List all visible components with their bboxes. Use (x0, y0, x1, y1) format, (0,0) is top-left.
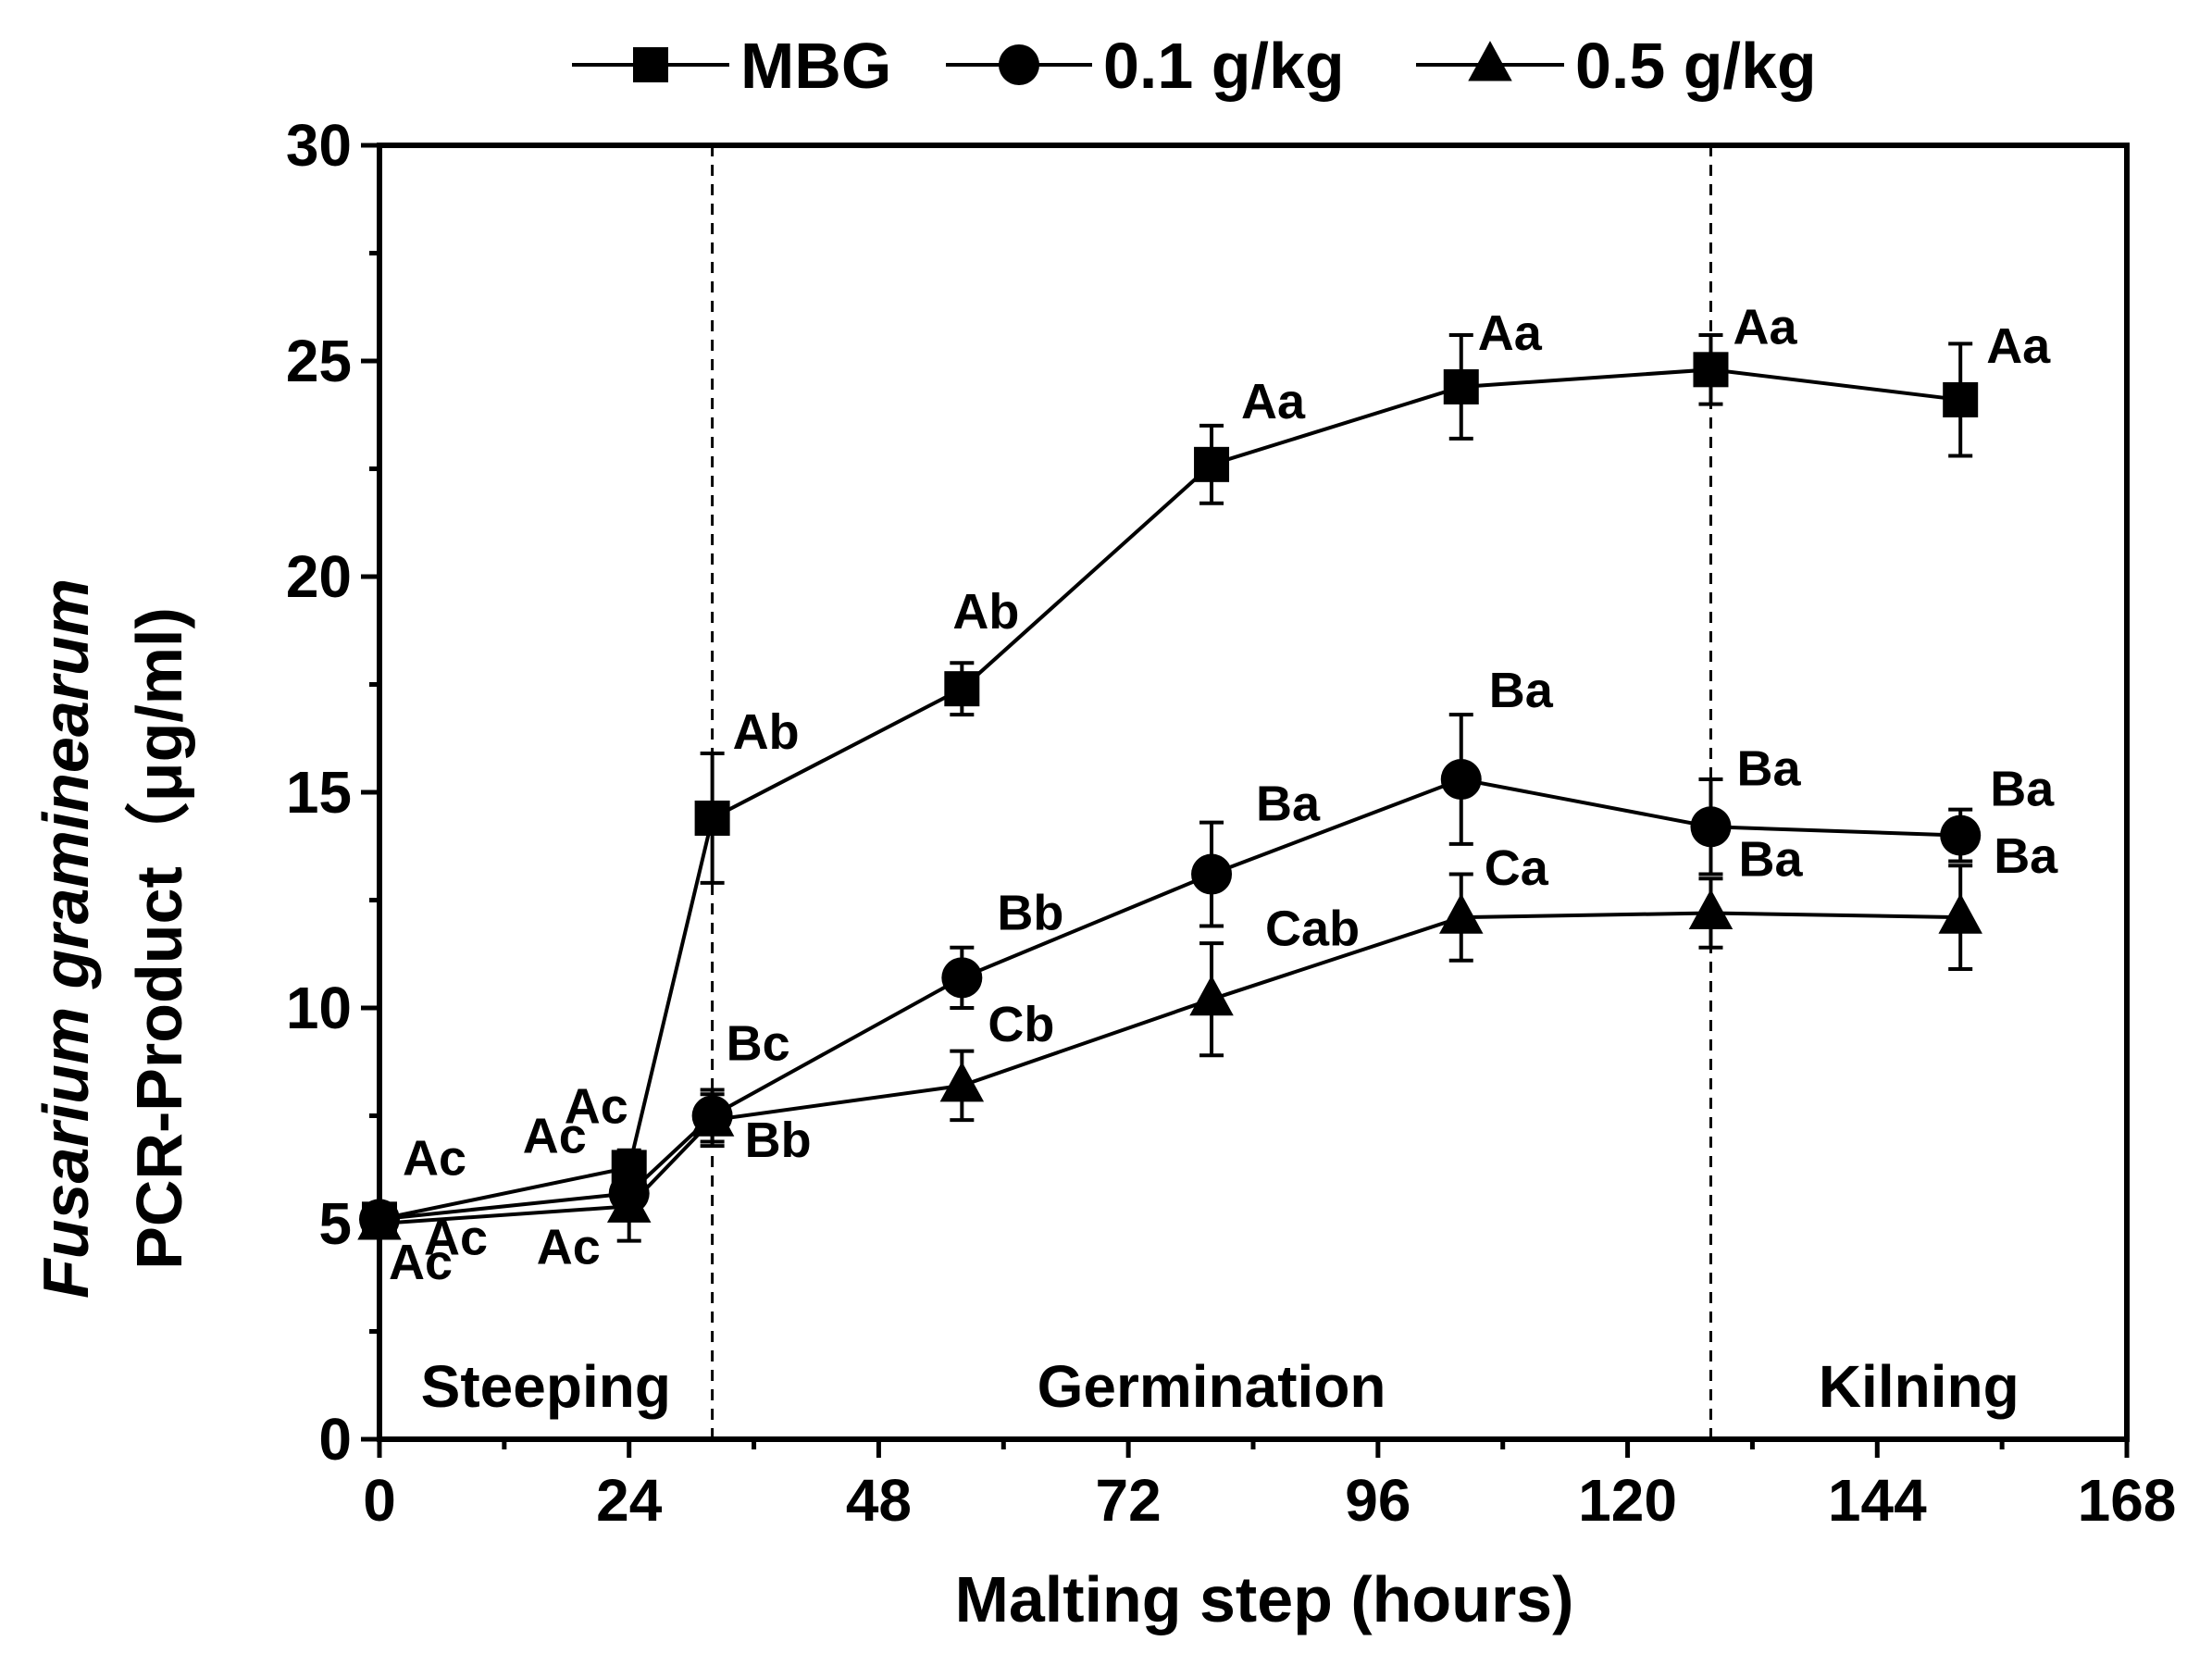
y-axis-title-species: Fusarium graminearum (30, 578, 102, 1299)
significance-label: Ba (1736, 740, 1801, 796)
data-point-0-1-g-kg (1191, 853, 1233, 895)
significance-label: Ac (565, 1078, 628, 1134)
legend-marker-triangle (1468, 41, 1512, 81)
data-point-0-5-g-kg (1439, 893, 1484, 934)
y-tick-label: 25 (286, 328, 352, 394)
significance-label: Ac (523, 1108, 587, 1163)
data-point-0-5-g-kg (357, 1200, 402, 1240)
y-tick-label: 0 (318, 1406, 352, 1473)
significance-label: Ba (1738, 831, 1803, 887)
legend-marker-square (633, 47, 668, 82)
significance-label: Ac (537, 1219, 601, 1274)
y-tick-label: 15 (286, 759, 352, 826)
x-axis-title: Malting step (hours) (955, 1563, 1574, 1635)
phase-label-steeping: Steeping (421, 1353, 671, 1420)
series-line-mbg (379, 367, 1961, 1222)
data-point-mbg (1693, 352, 1729, 388)
phase-label-germination: Germination (1038, 1353, 1386, 1420)
legend-item-0-1-g-kg: 0.1 g/kg (946, 30, 1345, 102)
significance-label: Ba (1256, 777, 1321, 832)
significance-label: Ca (1485, 840, 1549, 896)
significance-label: Ba (1489, 663, 1554, 718)
series-line-0-5-g-kg (379, 911, 1961, 1225)
data-point-0-5-g-kg (1938, 893, 1982, 934)
y-tick-label: 5 (318, 1190, 352, 1257)
significance-label: Aa (1986, 318, 2051, 374)
phase-label-kilning: Kilning (1819, 1353, 2019, 1420)
y-tick-label: 10 (286, 975, 352, 1041)
data-point-0-1-g-kg (941, 957, 983, 999)
legend-label: 0.5 g/kg (1575, 30, 1817, 102)
significance-label: Ab (952, 584, 1019, 640)
data-point-0-1-g-kg (1690, 806, 1732, 848)
significance-label: Cab (1265, 901, 1360, 957)
x-tick-label: 96 (1345, 1467, 1410, 1534)
x-tick-label: 48 (846, 1467, 912, 1534)
plot-area: 0 5 10 15 20 25 30 0 24 48 72 96 120 144 168 Steeping Ge… (286, 112, 2177, 1534)
data-point-0-5-g-kg (1688, 889, 1734, 930)
data-point-mbg (1943, 381, 1979, 417)
significance-label: Ba (1990, 762, 2055, 817)
x-tick-label: 144 (1828, 1467, 1927, 1534)
significance-label: Ac (403, 1130, 466, 1186)
significance-label: Aa (1478, 305, 1543, 361)
significance-label: Bc (727, 1016, 790, 1072)
y-tick-label: 20 (286, 543, 352, 610)
x-tick-label: 120 (1578, 1467, 1677, 1534)
data-point-mbg (1443, 368, 1479, 404)
legend-item-0-5-g-kg: 0.5 g/kg (1416, 30, 1817, 102)
significance-label: Ab (733, 704, 800, 760)
significance-label: Aa (1241, 374, 1306, 429)
significance-label: Ba (1994, 828, 2058, 884)
data-point-mbg (944, 671, 980, 707)
legend-item-mbg: MBG (572, 30, 891, 102)
x-tick-label: 24 (596, 1467, 663, 1534)
significance-label: Bb (745, 1113, 812, 1168)
significance-label: Aa (1733, 299, 1797, 354)
significance-label: Cb (988, 997, 1054, 1052)
plot-frame (377, 143, 2130, 1442)
data-point-0-5-g-kg (606, 1182, 652, 1223)
y-axis-title-measure: PCR-Product（μg/ml) (123, 607, 195, 1270)
data-point-mbg (1194, 446, 1230, 482)
y-tick-label: 30 (286, 112, 352, 179)
x-tick-label: 0 (363, 1467, 396, 1534)
legend-label: MBG (740, 30, 891, 102)
data-point-0-1-g-kg (1940, 814, 1982, 856)
significance-label: Bb (997, 885, 1063, 940)
data-point-0-5-g-kg (690, 1096, 735, 1137)
legend-label: 0.1 g/kg (1103, 30, 1345, 102)
x-tick-label: 72 (1096, 1467, 1162, 1534)
data-point-0-1-g-kg (1440, 759, 1482, 801)
data-point-0-5-g-kg (1189, 975, 1234, 1016)
data-point-mbg (694, 800, 730, 836)
x-tick-label: 168 (2078, 1467, 2177, 1534)
data-point-0-5-g-kg (939, 1061, 985, 1102)
significance-label: Ac (389, 1235, 453, 1290)
legend-marker-circle (999, 44, 1039, 85)
legend: MBG 0.1 g/kg 0.5 g/kg (572, 30, 1817, 102)
